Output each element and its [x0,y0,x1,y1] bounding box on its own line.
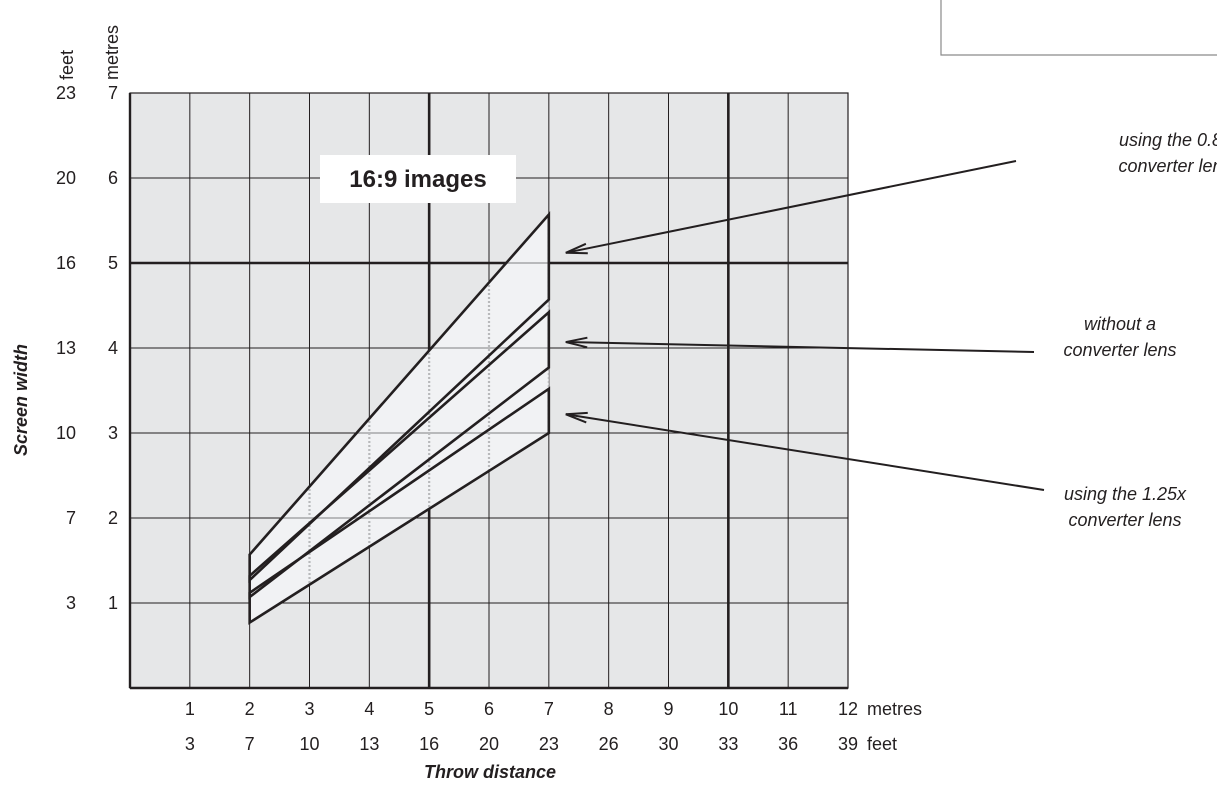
x-tick-feet-36: 36 [778,734,798,754]
x-tick-feet-13: 13 [359,734,379,754]
y-unit-feet: feet [57,50,77,80]
x-tick-metres-6: 6 [484,699,494,719]
annotation-1-line-1: using the 0.8x [1119,130,1217,150]
y-tick-feet-20: 20 [56,168,76,188]
x-tick-metres-12: 12 [838,699,858,719]
annotation-1-line-2: converter lens [1118,156,1217,176]
annotation-2-line-2: converter lens [1063,340,1176,360]
x-tick-feet-26: 26 [599,734,619,754]
annotation-2-line-1: without a [1084,314,1156,334]
y-tick-metres-2: 2 [108,508,118,528]
y-unit-metres: metres [102,25,122,80]
y-axis-title: Screen width [11,344,31,456]
annotation-3-line-2: converter lens [1068,510,1181,530]
x-tick-metres-7: 7 [544,699,554,719]
annotations: using the 0.8x converter lens without a con… [565,130,1217,530]
y-tick-feet-23: 23 [56,83,76,103]
band-outline-2 [248,309,551,600]
x-tick-metres-1: 1 [185,699,195,719]
corner-frame [940,0,1217,56]
x-unit-feet: feet [867,734,897,754]
x-tick-feet-10: 10 [299,734,319,754]
x-tick-metres-11: 11 [779,699,798,719]
x-tick-metres-10: 10 [718,699,738,719]
x-tick-metres-4: 4 [364,699,374,719]
chart-title: 16:9 images [349,166,486,193]
x-tick-feet-16: 16 [419,734,439,754]
x-tick-feet-33: 33 [718,734,738,754]
annotation-3-arrow-line [565,413,1045,491]
band-outline-3 [248,386,551,625]
y-tick-metres-3: 3 [108,423,118,443]
y-tick-metres-7: 7 [108,83,118,103]
y-tick-metres-6: 6 [108,168,118,188]
x-axis-title: Throw distance [424,762,556,782]
y-tick-metres-5: 5 [108,253,118,273]
x-tick-feet-39: 39 [838,734,858,754]
y-tick-feet-16: 16 [56,253,76,273]
annotation-3-line-1: using the 1.25x [1064,484,1187,504]
x-tick-feet-30: 30 [658,734,678,754]
x-tick-feet-20: 20 [479,734,499,754]
band-outline-1 [248,211,551,584]
x-tick-feet-23: 23 [539,734,559,754]
y-tick-feet-10: 10 [56,423,76,443]
x-unit-metres: metres [867,699,922,719]
y-tick-feet-7: 7 [66,508,76,528]
annotation-2-arrow-line [565,341,1035,353]
annotation-3-arrow-head [565,411,588,424]
x-tick-metres-2: 2 [245,699,255,719]
x-tick-metres-8: 8 [604,699,614,719]
annotation-1-arrow-line [565,160,1017,254]
y-tick-metres-4: 4 [108,338,118,358]
annotation-2-arrow-head [565,336,588,349]
envelope-fill [249,214,549,623]
y-tick-metres-1: 1 [108,593,118,613]
y-tick-feet-3: 3 [66,593,76,613]
title-box [320,155,516,203]
annotation-1-arrow-head [565,242,588,255]
plot-frame [128,92,849,690]
tick-labels: 1 2 3 4 5 6 7 8 9 10 11 123 7 10 13 16 20 23 26 30 33 36 39123… [56,83,858,754]
y-tick-feet-13: 13 [56,338,76,358]
x-tick-metres-5: 5 [424,699,434,719]
x-tick-metres-9: 9 [663,699,673,719]
x-tick-feet-3: 3 [185,734,195,754]
x-tick-feet-7: 7 [245,734,255,754]
x-tick-metres-3: 3 [304,699,314,719]
